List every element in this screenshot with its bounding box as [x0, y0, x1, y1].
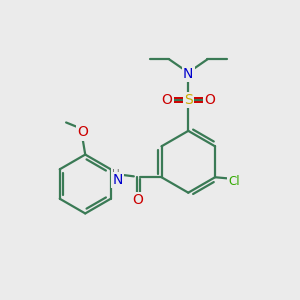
Text: O: O [132, 193, 143, 207]
Text: O: O [77, 125, 88, 140]
Text: Cl: Cl [228, 175, 240, 188]
Text: O: O [162, 93, 172, 107]
Text: N: N [112, 173, 123, 187]
Text: O: O [204, 93, 215, 107]
Text: S: S [184, 93, 193, 107]
Text: H: H [112, 169, 120, 179]
Text: N: N [183, 67, 194, 81]
